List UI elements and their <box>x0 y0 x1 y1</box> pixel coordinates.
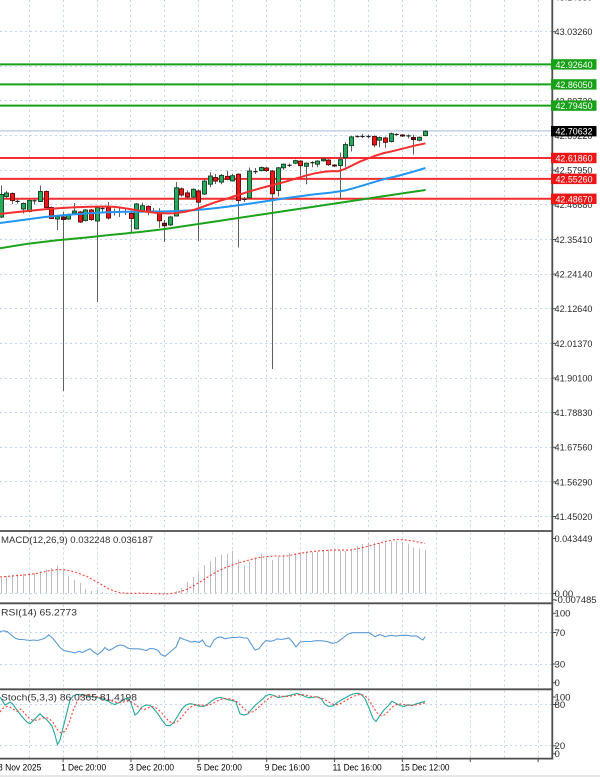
svg-text:42.92640: 42.92640 <box>556 60 593 71</box>
svg-text:41.45020: 41.45020 <box>555 512 593 523</box>
svg-text:RSI(14) 65.2773: RSI(14) 65.2773 <box>1 608 77 619</box>
svg-text:42.24140: 42.24140 <box>555 270 593 281</box>
svg-text:41.90100: 41.90100 <box>555 373 593 384</box>
svg-text:100: 100 <box>555 609 571 620</box>
svg-text:42.69220: 42.69220 <box>555 131 593 142</box>
svg-text:9 Dec 16:00: 9 Dec 16:00 <box>265 763 310 774</box>
svg-text:0.00: 0.00 <box>555 589 574 600</box>
svg-text:0: 0 <box>555 749 560 760</box>
svg-text:0.043449: 0.043449 <box>555 534 593 545</box>
svg-text:80: 80 <box>555 700 566 711</box>
svg-text:42.48670: 42.48670 <box>556 194 593 205</box>
svg-text:43.03260: 43.03260 <box>555 27 593 38</box>
svg-text:3 Dec 20:00: 3 Dec 20:00 <box>129 763 174 774</box>
svg-text:42.55260: 42.55260 <box>556 174 593 185</box>
svg-text:42.46680: 42.46680 <box>555 200 593 211</box>
svg-text:-0.007485: -0.007485 <box>555 595 597 606</box>
svg-text:Stoch(5,3,3) 86.0365 81.4198: Stoch(5,3,3) 86.0365 81.4198 <box>1 693 137 704</box>
svg-text:43.14530: 43.14530 <box>555 0 593 4</box>
svg-text:42.57950: 42.57950 <box>555 166 593 177</box>
svg-text:11 Dec 16:00: 11 Dec 16:00 <box>333 763 382 774</box>
svg-text:41.56290: 41.56290 <box>555 477 593 488</box>
svg-text:42.35410: 42.35410 <box>555 235 593 246</box>
svg-text:30: 30 <box>555 659 566 670</box>
svg-text:20: 20 <box>555 741 566 752</box>
svg-text:42.70632: 42.70632 <box>556 127 593 138</box>
svg-text:70: 70 <box>555 628 566 639</box>
svg-text:MACD(12,26,9) 0.032248 0.03618: MACD(12,26,9) 0.032248 0.036187 <box>1 535 153 546</box>
svg-text:1 Dec 20:00: 1 Dec 20:00 <box>61 763 106 774</box>
svg-text:15 Dec 12:00: 15 Dec 12:00 <box>401 763 450 774</box>
svg-text:42.86050: 42.86050 <box>556 80 593 91</box>
svg-text:41.67560: 41.67560 <box>555 443 593 454</box>
svg-text:0: 0 <box>555 678 560 689</box>
svg-text:28 Nov 2025: 28 Nov 2025 <box>0 763 41 774</box>
svg-text:5 Dec 20:00: 5 Dec 20:00 <box>197 763 242 774</box>
svg-text:42.61860: 42.61860 <box>556 154 593 165</box>
svg-text:41.78830: 41.78830 <box>555 408 593 419</box>
svg-text:100: 100 <box>555 692 571 703</box>
svg-text:42.79450: 42.79450 <box>556 101 593 112</box>
svg-text:42.01370: 42.01370 <box>555 339 593 350</box>
svg-text:42.12640: 42.12640 <box>555 304 593 315</box>
